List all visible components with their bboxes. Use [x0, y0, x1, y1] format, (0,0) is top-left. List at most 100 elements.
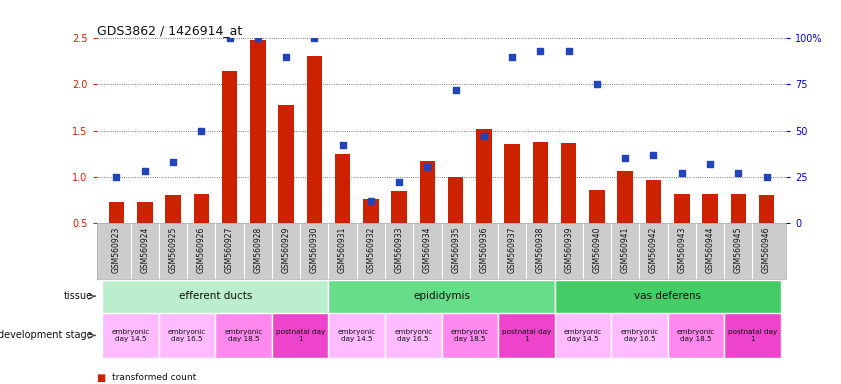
Bar: [272, 313, 329, 358]
Text: GSM560939: GSM560939: [564, 226, 574, 273]
Bar: [391, 191, 407, 223]
Bar: [505, 144, 520, 223]
Bar: [561, 142, 576, 223]
Text: GSM560943: GSM560943: [677, 226, 686, 273]
Point: [223, 35, 236, 41]
Point: [393, 179, 406, 185]
Text: GSM560946: GSM560946: [762, 226, 771, 273]
Bar: [193, 194, 209, 223]
Text: postnatal day
1: postnatal day 1: [502, 329, 551, 342]
Text: GSM560935: GSM560935: [451, 226, 460, 273]
Bar: [385, 313, 442, 358]
Bar: [103, 313, 159, 358]
Text: GSM560940: GSM560940: [592, 226, 601, 273]
Bar: [724, 313, 780, 358]
Text: GSM560926: GSM560926: [197, 226, 206, 273]
Bar: [329, 280, 554, 313]
Text: GSM560944: GSM560944: [706, 226, 715, 273]
Text: embryonic
day 14.5: embryonic day 14.5: [337, 329, 376, 342]
Bar: [448, 177, 463, 223]
Bar: [137, 202, 152, 223]
Text: ■: ■: [97, 373, 109, 383]
Bar: [108, 202, 124, 223]
Bar: [702, 194, 718, 223]
Point: [505, 54, 519, 60]
Point: [703, 161, 717, 167]
Text: GSM560931: GSM560931: [338, 226, 347, 273]
Text: GSM560942: GSM560942: [649, 226, 658, 273]
Text: vas deferens: vas deferens: [634, 291, 701, 301]
Text: epididymis: epididymis: [413, 291, 470, 301]
Point: [759, 174, 773, 180]
Text: development stage: development stage: [0, 330, 93, 341]
Bar: [617, 171, 633, 223]
Point: [449, 87, 463, 93]
Bar: [731, 194, 746, 223]
Text: transformed count: transformed count: [112, 373, 196, 382]
Point: [364, 197, 378, 204]
Bar: [646, 180, 661, 223]
Text: GSM560933: GSM560933: [394, 226, 404, 273]
Text: GSM560930: GSM560930: [309, 226, 319, 273]
Text: GSM560941: GSM560941: [621, 226, 630, 273]
Bar: [611, 313, 668, 358]
Bar: [532, 142, 548, 223]
Bar: [335, 154, 351, 223]
Text: tissue: tissue: [63, 291, 93, 301]
Bar: [215, 313, 272, 358]
Point: [477, 133, 490, 139]
Text: embryonic
day 18.5: embryonic day 18.5: [451, 329, 489, 342]
Point: [138, 168, 151, 174]
Text: GSM560945: GSM560945: [734, 226, 743, 273]
Text: GSM560929: GSM560929: [282, 226, 291, 273]
Point: [110, 174, 124, 180]
Bar: [498, 313, 554, 358]
Bar: [420, 161, 435, 223]
Point: [279, 54, 293, 60]
Bar: [159, 313, 215, 358]
Point: [336, 142, 349, 148]
Bar: [278, 105, 294, 223]
Bar: [103, 280, 329, 313]
Bar: [759, 195, 775, 223]
Text: efferent ducts: efferent ducts: [179, 291, 252, 301]
Point: [251, 35, 265, 41]
Text: embryonic
day 16.5: embryonic day 16.5: [394, 329, 432, 342]
Text: postnatal day
1: postnatal day 1: [276, 329, 325, 342]
Text: embryonic
day 14.5: embryonic day 14.5: [563, 329, 602, 342]
Text: embryonic
day 14.5: embryonic day 14.5: [112, 329, 150, 342]
Text: postnatal day
1: postnatal day 1: [727, 329, 777, 342]
Bar: [250, 40, 266, 223]
Point: [618, 155, 632, 161]
Text: GSM560928: GSM560928: [253, 226, 262, 273]
Text: GSM560925: GSM560925: [168, 226, 177, 273]
Text: GSM560937: GSM560937: [508, 226, 516, 273]
Point: [167, 159, 180, 165]
Text: embryonic
day 18.5: embryonic day 18.5: [225, 329, 262, 342]
Bar: [554, 313, 611, 358]
Bar: [554, 280, 780, 313]
Text: embryonic
day 18.5: embryonic day 18.5: [677, 329, 715, 342]
Text: GSM560936: GSM560936: [479, 226, 489, 273]
Bar: [590, 190, 605, 223]
Text: GSM560932: GSM560932: [367, 226, 375, 273]
Point: [675, 170, 689, 176]
Text: GSM560934: GSM560934: [423, 226, 432, 273]
Point: [590, 81, 604, 88]
Point: [732, 170, 745, 176]
Text: GSM560938: GSM560938: [536, 226, 545, 273]
Text: embryonic
day 16.5: embryonic day 16.5: [621, 329, 659, 342]
Bar: [329, 313, 385, 358]
Text: GSM560927: GSM560927: [225, 226, 234, 273]
Bar: [307, 56, 322, 223]
Bar: [222, 71, 237, 223]
Bar: [668, 313, 724, 358]
Text: GSM560923: GSM560923: [112, 226, 121, 273]
Point: [308, 35, 321, 41]
Point: [420, 164, 434, 170]
Point: [562, 48, 575, 55]
Point: [194, 127, 208, 134]
Text: GSM560924: GSM560924: [140, 226, 149, 273]
Bar: [363, 199, 378, 223]
Text: GDS3862 / 1426914_at: GDS3862 / 1426914_at: [97, 24, 242, 37]
